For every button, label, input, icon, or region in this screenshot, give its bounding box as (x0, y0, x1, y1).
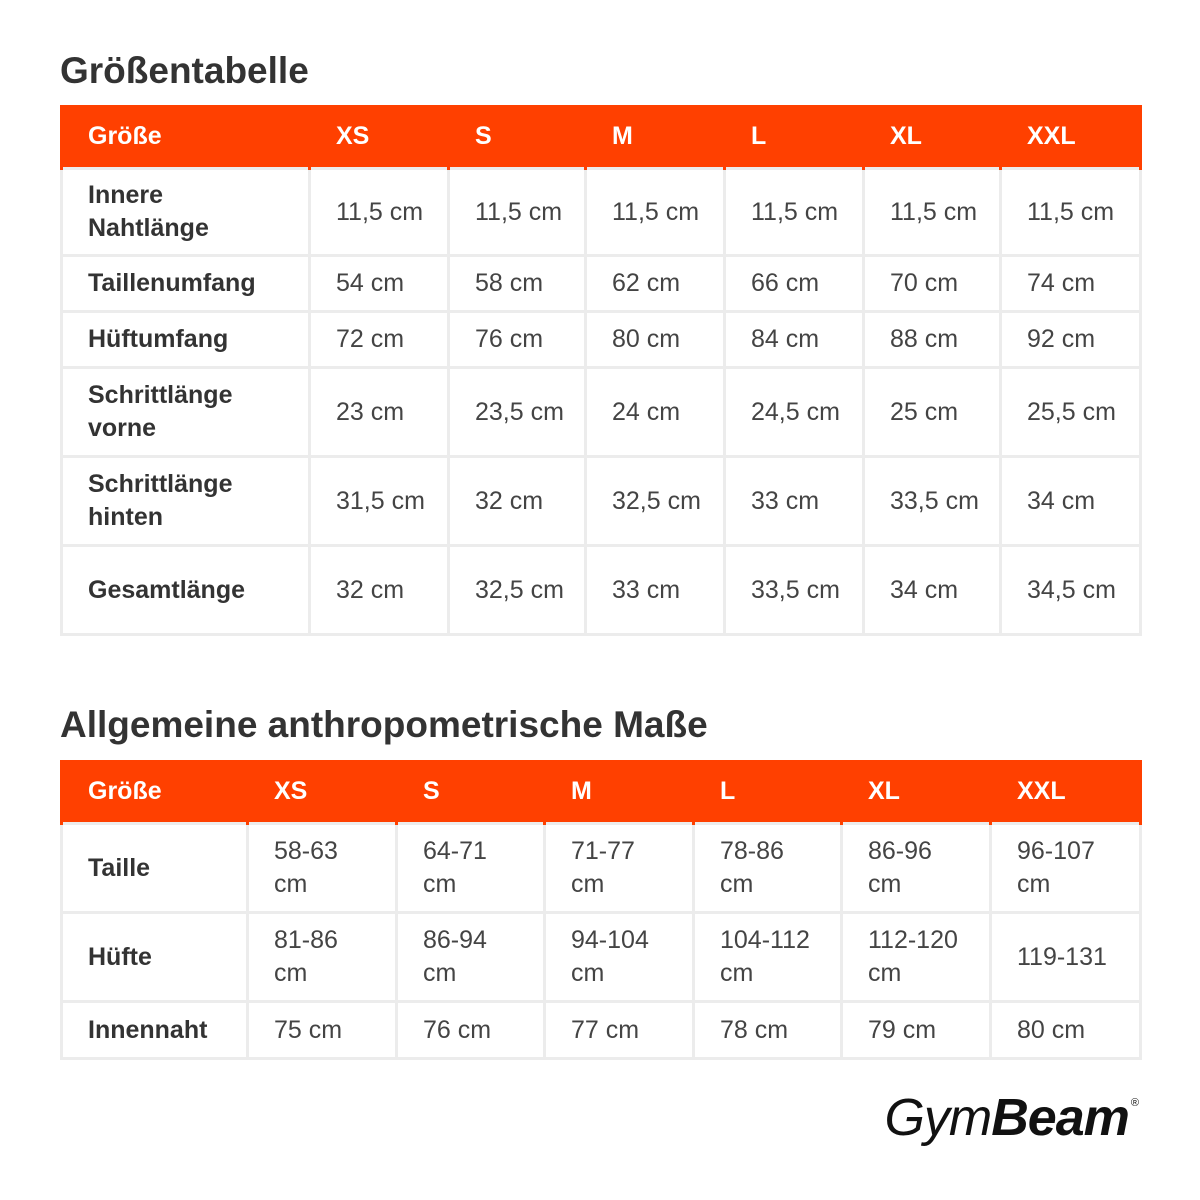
table-cell: 33 cm (723, 455, 865, 547)
header-cell-size: Größe (60, 105, 311, 169)
table-row: Gesamtlänge 32 cm 32,5 cm 33 cm 33,5 cm … (60, 544, 1142, 636)
anthropometric-title: Allgemeine anthropometrische Maße (60, 704, 708, 745)
table-cell: 11,5 cm (999, 167, 1142, 257)
table-cell: 11,5 cm (584, 167, 726, 257)
table-cell: 34,5 cm (999, 544, 1142, 636)
table-cell: 71-77 cm (543, 822, 695, 914)
header-cell-xl: XL (863, 105, 1002, 169)
table-cell: 11,5 cm (862, 167, 1002, 257)
table-row: Hüfte 81-86 cm 86-94 cm 94-104 cm 104-11… (60, 911, 1142, 1003)
table-cell: 34 cm (862, 544, 1002, 636)
table-cell: 88 cm (862, 310, 1002, 369)
table-row: Taille 58-63 cm 64-71 cm 71-77 cm 78-86 … (60, 822, 1142, 914)
row-label: Hüftumfang (60, 310, 311, 369)
table-row: Innennaht 75 cm 76 cm 77 cm 78 cm 79 cm … (60, 1000, 1142, 1060)
header-cell-xxl: XXL (1000, 105, 1142, 169)
table-cell: 92 cm (999, 310, 1142, 369)
table-cell: 58-63 cm (246, 822, 398, 914)
table-row: Taillenumfang 54 cm 58 cm 62 cm 66 cm 70… (60, 254, 1142, 313)
table-cell: 32,5 cm (447, 544, 587, 636)
table-cell: 24 cm (584, 366, 726, 458)
row-label: Schrittlänge vorne (60, 366, 311, 458)
table-cell: 23 cm (308, 366, 450, 458)
anthropometric-table: Größe XS S M L XL XXL Taille 58-63 cm 64… (60, 760, 1142, 1060)
table-cell: 80 cm (584, 310, 726, 369)
table-cell: 77 cm (543, 1000, 695, 1060)
row-label: Innennaht (60, 1000, 249, 1060)
row-label: Taillenumfang (60, 254, 311, 313)
table-cell: 76 cm (447, 310, 587, 369)
table-cell: 96-107 cm (989, 822, 1142, 914)
table-cell: 25,5 cm (999, 366, 1142, 458)
header-cell-xl: XL (841, 760, 992, 824)
table-row: Hüftumfang 72 cm 76 cm 80 cm 84 cm 88 cm… (60, 310, 1142, 369)
header-cell-m: M (585, 105, 726, 169)
header-cell-l: L (693, 760, 843, 824)
table-cell: 34 cm (999, 455, 1142, 547)
row-label: Hüfte (60, 911, 249, 1003)
table-cell: 25 cm (862, 366, 1002, 458)
registered-mark: ® (1130, 1097, 1139, 1109)
table-cell: 32 cm (308, 544, 450, 636)
header-cell-m: M (544, 760, 695, 824)
header-cell-s: S (396, 760, 546, 824)
header-cell-xxl: XXL (990, 760, 1142, 824)
table-cell: 64-71 cm (395, 822, 546, 914)
logo-text-gym: Gym (884, 1089, 992, 1147)
table-cell: 11,5 cm (447, 167, 587, 257)
table-cell: 84 cm (723, 310, 865, 369)
table-cell: 11,5 cm (308, 167, 450, 257)
table-cell: 33,5 cm (723, 544, 865, 636)
table-header-row: Größe XS S M L XL XXL (60, 760, 1142, 824)
header-cell-s: S (448, 105, 587, 169)
table-cell: 11,5 cm (723, 167, 865, 257)
table-cell: 112-120 cm (840, 911, 992, 1003)
table-cell: 81-86 cm (246, 911, 398, 1003)
size-chart-title: Größentabelle (60, 50, 309, 91)
table-cell: 70 cm (862, 254, 1002, 313)
table-cell: 78 cm (692, 1000, 843, 1060)
table-cell: 86-94 cm (395, 911, 546, 1003)
table-cell: 32 cm (447, 455, 587, 547)
table-cell: 80 cm (989, 1000, 1142, 1060)
table-cell: 104-112 cm (692, 911, 843, 1003)
table-cell: 75 cm (246, 1000, 398, 1060)
table-cell: 32,5 cm (584, 455, 726, 547)
header-cell-xs: XS (247, 760, 398, 824)
table-header-row: Größe XS S M L XL XXL (60, 105, 1142, 169)
table-row: Innere Nahtlänge 11,5 cm 11,5 cm 11,5 cm… (60, 167, 1142, 257)
table-cell: 33 cm (584, 544, 726, 636)
table-cell: 76 cm (395, 1000, 546, 1060)
row-label: Gesamtlänge (60, 544, 311, 636)
table-cell: 24,5 cm (723, 366, 865, 458)
table-cell: 79 cm (840, 1000, 992, 1060)
table-row: Schrittlänge hinten 31,5 cm 32 cm 32,5 c… (60, 455, 1142, 547)
table-cell: 66 cm (723, 254, 865, 313)
row-label: Innere Nahtlänge (60, 167, 311, 257)
row-label: Schrittlänge hinten (60, 455, 311, 547)
table-cell: 23,5 cm (447, 366, 587, 458)
table-cell: 72 cm (308, 310, 450, 369)
header-cell-size: Größe (60, 760, 249, 824)
header-cell-xs: XS (309, 105, 450, 169)
table-cell: 74 cm (999, 254, 1142, 313)
gymbeam-logo: GymBeam ® (884, 1089, 1139, 1147)
table-cell: 31,5 cm (308, 455, 450, 547)
table-cell: 78-86 cm (692, 822, 843, 914)
table-row: Schrittlänge vorne 23 cm 23,5 cm 24 cm 2… (60, 366, 1142, 458)
table-cell: 86-96 cm (840, 822, 992, 914)
size-chart-table: Größe XS S M L XL XXL Innere Nahtlänge 1… (60, 105, 1142, 636)
header-cell-l: L (724, 105, 865, 169)
row-label: Taille (60, 822, 249, 914)
logo-text-beam: Beam (991, 1089, 1130, 1147)
table-cell: 54 cm (308, 254, 450, 313)
table-cell: 119-131 (989, 911, 1142, 1003)
table-cell: 58 cm (447, 254, 587, 313)
table-cell: 94-104 cm (543, 911, 695, 1003)
table-cell: 62 cm (584, 254, 726, 313)
table-cell: 33,5 cm (862, 455, 1002, 547)
